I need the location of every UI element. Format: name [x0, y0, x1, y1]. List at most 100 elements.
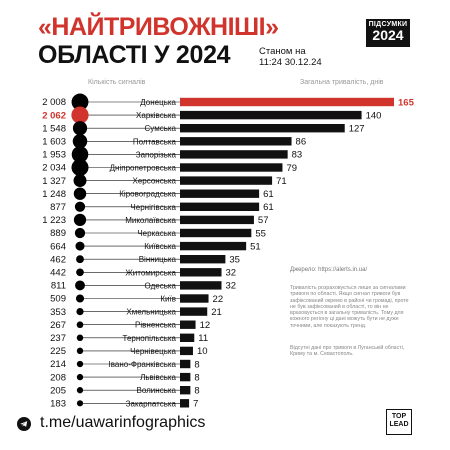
region-label: Чернігівська	[130, 203, 176, 212]
duration-bar	[180, 255, 226, 264]
signals-label: 214	[50, 359, 66, 370]
region-label: Харківська	[136, 111, 177, 120]
duration-label: 7	[193, 399, 198, 410]
signals-label: 267	[50, 320, 66, 331]
signals-dot	[76, 268, 84, 277]
signals-dot	[76, 373, 84, 381]
region-label: Одеська	[145, 281, 177, 290]
signals-label: 1 548	[42, 123, 66, 134]
telegram-link[interactable]: t.me/uawarinfographics	[40, 414, 206, 431]
signals-dot	[75, 294, 85, 303]
signals-dot	[75, 280, 85, 291]
region-label: Волинська	[137, 386, 177, 395]
region-label: Івано-Франківська	[109, 360, 177, 369]
duration-label: 86	[296, 137, 307, 148]
region-label: Львівська	[140, 373, 176, 382]
signals-dot	[76, 400, 84, 407]
region-label: Чернівецька	[130, 347, 176, 356]
duration-bar	[180, 215, 254, 225]
duration-label: 61	[263, 189, 274, 200]
duration-label: 61	[263, 202, 274, 213]
duration-label: 35	[229, 255, 240, 266]
duration-label: 32	[226, 268, 237, 279]
title-text: «НАЙТРИВОЖНІШІ»	[38, 13, 279, 41]
signals-dot	[76, 360, 84, 368]
signals-dot	[76, 255, 84, 264]
signals-label: 811	[51, 281, 66, 292]
signals-dot	[76, 387, 84, 394]
signals-dot	[73, 174, 87, 188]
duration-bar	[180, 124, 345, 133]
duration-bar	[180, 320, 196, 329]
duration-label: 57	[258, 215, 269, 226]
signals-label: 889	[50, 228, 66, 239]
duration-bar	[180, 97, 394, 107]
signals-label: 509	[50, 294, 66, 305]
duration-bar	[180, 189, 260, 198]
duration-bar	[180, 228, 252, 238]
signals-label: 2 008	[42, 97, 66, 108]
duration-bar	[180, 372, 191, 382]
region-label: Херсонська	[133, 177, 177, 186]
region-label: Запорізька	[136, 150, 177, 159]
duration-bar	[180, 294, 209, 303]
signals-dot	[72, 134, 88, 149]
signals-dot	[73, 187, 87, 200]
title-line-2: ОБЛАСТІ У 2024	[38, 41, 231, 69]
duration-label: 51	[250, 241, 261, 252]
signals-label: 2 062	[42, 110, 66, 121]
signals-label: 208	[50, 372, 66, 383]
signals-label: 877	[50, 202, 66, 213]
region-label: Вінницька	[139, 255, 177, 264]
signals-label: 1 953	[42, 150, 66, 161]
top-lead-logo: TOP LEAD	[386, 409, 412, 435]
signals-label: 442	[50, 268, 66, 279]
duration-bar	[180, 333, 195, 342]
title-line-1: «НАЙТРИВОЖНІШІ»	[38, 14, 279, 40]
region-label: Кіровоградська	[119, 190, 176, 199]
badge-label: ПІДСУМКИ	[368, 21, 408, 28]
duration-bar	[180, 307, 208, 316]
duration-bar	[180, 202, 260, 211]
signals-dot	[76, 321, 84, 329]
signals-dot	[74, 201, 86, 212]
signals-label: 2 034	[42, 163, 66, 174]
region-label: Донецька	[140, 98, 176, 107]
region-label: Сумська	[145, 124, 177, 133]
duration-label: 79	[286, 163, 297, 174]
duration-label: 32	[226, 281, 237, 292]
signals-dot	[71, 158, 89, 177]
logo-bottom: LEAD	[389, 421, 409, 428]
duration-label: 71	[276, 176, 287, 187]
duration-bar	[180, 386, 191, 395]
duration-bar	[180, 281, 222, 290]
signals-label: 1 248	[42, 189, 66, 200]
duration-label: 8	[194, 386, 199, 397]
right-axis-caption: Загальна тривалість, днів	[300, 79, 384, 86]
summary-badge: ПІДСУМКИ 2024	[366, 19, 410, 47]
signals-label: 1 603	[42, 137, 66, 148]
as-of-label: Станом на	[259, 46, 306, 57]
duration-label: 11	[198, 333, 208, 344]
signals-label: 183	[50, 399, 66, 410]
signals-dot	[71, 93, 89, 111]
signals-dot	[74, 227, 86, 239]
region-label: Тернопільська	[123, 334, 177, 343]
region-label: Полтавська	[133, 137, 177, 146]
duration-bar	[180, 241, 247, 251]
signals-dot	[75, 241, 85, 251]
signals-dot	[72, 121, 88, 136]
signals-label: 1 223	[42, 215, 66, 226]
signals-label: 462	[50, 254, 66, 265]
duration-label: 22	[213, 294, 224, 305]
signals-dot	[76, 308, 84, 316]
duration-label: 127	[349, 124, 365, 135]
region-label: Київ	[160, 295, 176, 304]
duration-label: 21	[211, 307, 222, 318]
region-label: Хмельницька	[126, 308, 176, 317]
missing-data-note: Відсутні дані про тривоги в Луганській о…	[290, 345, 405, 358]
source-note: Джерело: https://alerts.in.ua/	[290, 267, 368, 273]
duration-bar	[180, 346, 193, 356]
duration-label: 8	[194, 372, 199, 383]
